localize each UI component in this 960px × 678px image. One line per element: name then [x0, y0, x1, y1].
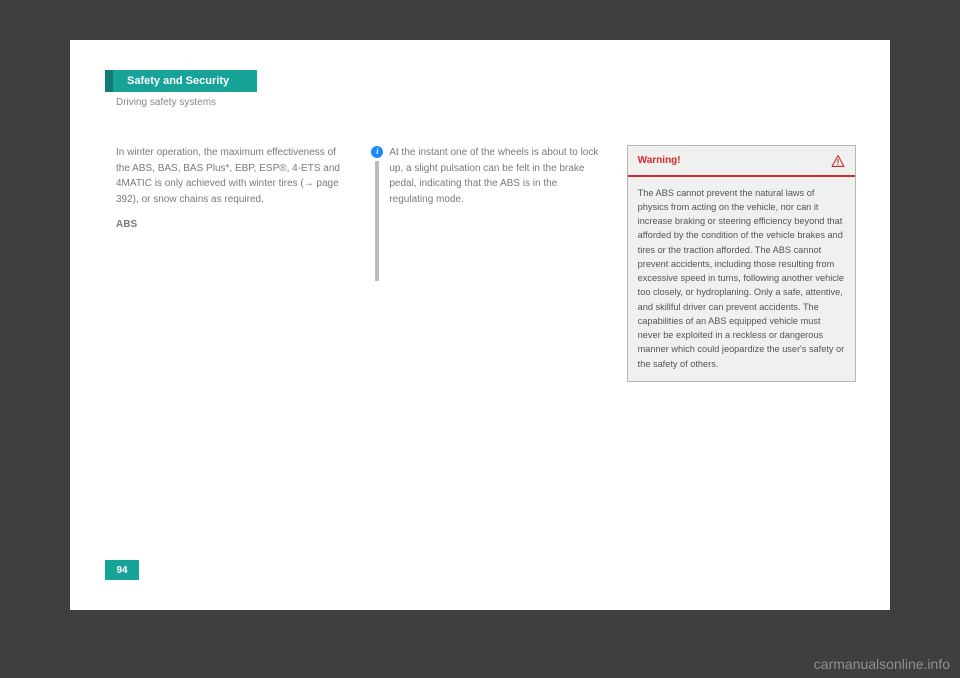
warning-box: Warning! The ABS cannot prevent the natu… [627, 145, 856, 382]
column-2: i At the instant one of the wheels is ab… [371, 145, 600, 382]
info-text: At the instant one of the wheels is abou… [389, 145, 600, 207]
info-tail [375, 161, 379, 281]
warning-body: The ABS cannot prevent the natural laws … [628, 177, 855, 381]
column-1: In winter operation, the maximum effecti… [116, 145, 345, 382]
column-3: Warning! The ABS cannot prevent the natu… [627, 145, 856, 382]
warning-header: Warning! [628, 146, 855, 177]
info-callout: i At the instant one of the wheels is ab… [371, 145, 600, 207]
warning-title: Warning! [638, 153, 681, 169]
section-title: Safety and Security [113, 70, 257, 92]
col1-paragraph-1: In winter operation, the maximum effecti… [116, 145, 345, 207]
page-number: 94 [105, 560, 139, 580]
manual-page: Safety and Security Driving safety syste… [70, 40, 890, 610]
warning-triangle-icon [831, 155, 845, 167]
content-columns: In winter operation, the maximum effecti… [116, 145, 856, 382]
tab-accent [105, 70, 113, 92]
watermark: carmanualsonline.info [814, 656, 950, 672]
info-icon: i [371, 146, 383, 158]
sub-heading: Driving safety systems [116, 97, 216, 108]
col1-heading-abs: ABS [116, 217, 345, 233]
section-tab: Safety and Security [105, 70, 257, 92]
